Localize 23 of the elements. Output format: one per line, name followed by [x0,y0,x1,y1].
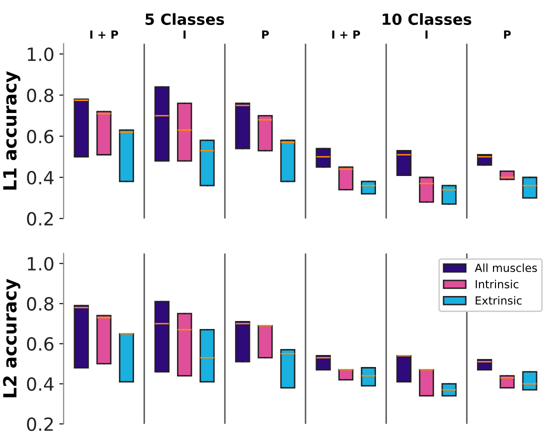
y-axis-title: L1 accuracy [3,71,20,190]
y-tick-label: 0.2 [27,417,53,432]
y-tick-label: 1.0 [28,256,54,271]
x-tick-label: I + P [332,30,360,39]
y-tick-label: 0.8 [27,88,54,102]
x-tick-label: P [504,30,511,39]
y-tick-label: 0.4 [27,170,54,184]
x-tick-label: I [425,30,428,39]
legend-label: Extrinsic [476,296,522,305]
x-tick-label: P [262,30,269,39]
y-tick-label: 0.6 [27,337,54,351]
y-tick-label: 0.4 [27,377,54,391]
y-tick-label: 0.2 [27,212,53,226]
text: 10 Classes [382,13,472,26]
legend-label: Intrinsic [476,280,518,288]
y-tick-label: 0.8 [27,297,54,311]
y-tick-label: 1.0 [28,47,54,62]
text: 5 Classes [146,13,224,26]
x-tick-label: I [184,30,186,39]
x-tick-label: I + P [90,30,118,39]
y-tick-label: 0.6 [27,130,54,144]
y-axis-title: L2 accuracy [3,278,20,398]
legend-label: All muscles [474,263,537,272]
